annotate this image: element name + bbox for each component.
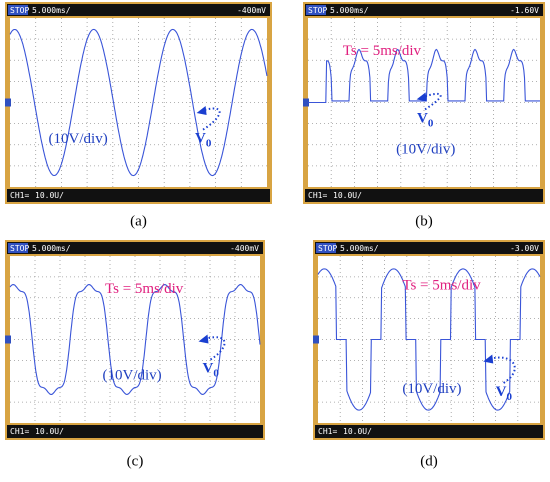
output-subscript: 0 (206, 137, 212, 149)
output-label: V0 (203, 361, 220, 379)
channel: CH1= (10, 191, 29, 200)
status: STOP (10, 244, 29, 253)
timebase: 5.000ms/ (32, 6, 71, 15)
status: STOP (308, 6, 327, 15)
bottom-bar (315, 425, 543, 438)
status-box (8, 5, 28, 15)
channel: CH1= (318, 427, 337, 436)
scope-panel: STOP 5.000ms/ -3.00V CH1= 10.0U/Ts = 5ms/div… (313, 240, 545, 440)
output-subscript: 0 (213, 367, 219, 379)
timebase: 5.000ms/ (340, 244, 379, 253)
channel-marker (303, 98, 309, 107)
waveform (9, 284, 261, 395)
caption: (d) (420, 453, 438, 469)
arrow-head (196, 105, 207, 115)
caption: (c) (127, 453, 144, 469)
bottom-bar (7, 189, 270, 202)
arrow-head (483, 354, 494, 364)
volt-scale: (10V/div) (103, 368, 162, 384)
channel-scale: 10.0U/ (35, 427, 64, 436)
volt-scale: (10V/div) (396, 141, 455, 157)
channel-marker (5, 98, 11, 107)
output-label: V0 (195, 131, 212, 149)
output-symbol: V (203, 361, 214, 377)
bottom-bar (305, 189, 543, 202)
channel-marker (5, 335, 11, 344)
time-scale: Ts = 5ms/div (343, 43, 422, 59)
output-symbol: V (195, 131, 206, 147)
timebase: 5.000ms/ (330, 6, 369, 15)
status-box (8, 243, 28, 253)
channel-scale: 10.0U/ (343, 427, 372, 436)
trigger: -400mV (237, 6, 266, 15)
arrow-head (416, 92, 427, 102)
bottom-bar (7, 425, 263, 438)
status-box (316, 243, 336, 253)
caption: (a) (130, 213, 147, 229)
trigger: -400mV (230, 244, 259, 253)
volt-scale: (10V/div) (402, 381, 461, 397)
scope-panel: STOP 5.000ms/ -1.60V CH1= 10.0U/Ts = 5ms/div… (303, 2, 545, 204)
output-subscript: 0 (428, 117, 434, 129)
channel-scale: 10.0U/ (35, 191, 64, 200)
output-subscript: 0 (506, 390, 512, 402)
status: STOP (318, 244, 337, 253)
timebase: 5.000ms/ (32, 244, 71, 253)
output-symbol: V (496, 384, 507, 400)
top-bar (7, 242, 263, 254)
output-label: V0 (417, 111, 434, 129)
caption: (b) (415, 213, 433, 229)
dotted-arrow (487, 356, 516, 384)
arrow-head (198, 334, 209, 344)
time-scale: Ts = 5ms/div (105, 281, 184, 297)
waveform (317, 268, 541, 411)
top-bar (315, 242, 543, 254)
channel: CH1= (10, 427, 29, 436)
trigger: -3.00V (510, 244, 539, 253)
waveform (9, 28, 268, 177)
dotted-arrow (203, 336, 226, 361)
output-label: V0 (496, 384, 513, 402)
status: STOP (10, 6, 29, 15)
output-symbol: V (417, 111, 428, 127)
scope-panel: STOP 5.000ms/ -400mV CH1= 10.0U/Ts = 5ms/div… (5, 240, 265, 440)
dotted-arrow (421, 92, 442, 111)
time-scale: Ts = 5ms/div (402, 277, 481, 293)
top-bar (7, 4, 270, 16)
channel-scale: 10.0U/ (333, 191, 362, 200)
scope-panel: STOP 5.000ms/ -400mV CH1= 10.0U/ (10V/div) V0 (5, 2, 272, 204)
channel: CH1= (308, 191, 327, 200)
channel-marker (313, 335, 319, 344)
volt-scale: (10V/div) (49, 131, 108, 147)
dotted-arrow (201, 107, 221, 131)
trigger: -1.60V (510, 6, 539, 15)
top-bar (305, 4, 543, 16)
status-box (306, 5, 326, 15)
